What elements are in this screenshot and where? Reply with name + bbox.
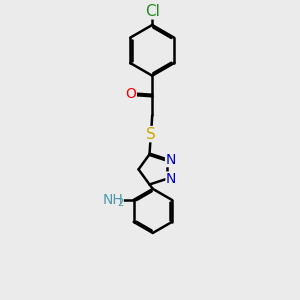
Text: Cl: Cl [145, 4, 160, 19]
Text: S: S [146, 127, 156, 142]
Text: N: N [166, 153, 176, 166]
Text: 2: 2 [117, 198, 123, 208]
Text: NH: NH [102, 193, 123, 207]
Text: N: N [166, 172, 176, 186]
Text: O: O [125, 87, 136, 101]
